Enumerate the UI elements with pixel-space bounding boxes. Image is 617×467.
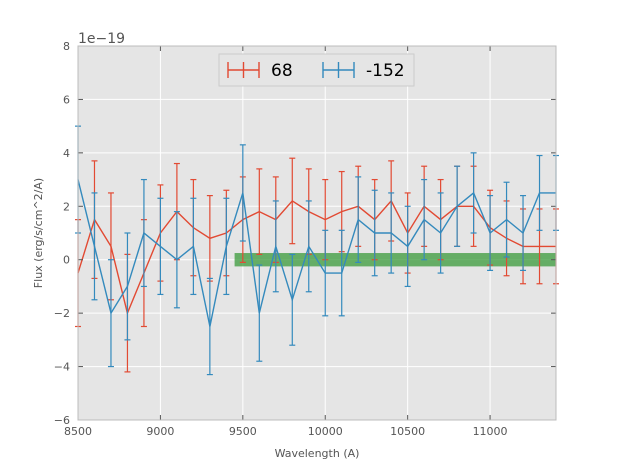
legend-label: 68	[271, 61, 293, 81]
y-tick-label: −2	[54, 307, 70, 320]
y-tick-label: −4	[54, 361, 70, 374]
legend: 68 -152	[218, 53, 415, 87]
legend-label: -152	[366, 61, 405, 81]
x-tick-label: 9000	[146, 425, 174, 438]
plot-frame	[77, 45, 557, 421]
x-tick-label: 10500	[390, 425, 425, 438]
series-line	[77, 179, 556, 327]
y-tick-label: 6	[63, 93, 70, 106]
y-tick-label: 2	[63, 200, 70, 213]
band-layer	[234, 253, 556, 267]
x-tick-label: 8500	[64, 425, 92, 438]
y-tick-label: 8	[63, 40, 70, 53]
y-multiplier: 1e−19	[78, 31, 125, 47]
y-tick-label: −6	[54, 414, 70, 427]
series-1	[75, 125, 559, 376]
plot-background	[78, 46, 556, 420]
y-tick-label: 4	[63, 147, 70, 160]
x-tick-label: 11000	[473, 425, 508, 438]
y-tick-label: 0	[63, 254, 70, 267]
legend-box	[218, 53, 415, 87]
series-layer	[75, 125, 559, 376]
series-line	[77, 199, 556, 316]
y-axis-label: Flux (erg/s/cm^2/A)	[32, 178, 45, 288]
x-tick-label: 10000	[308, 425, 343, 438]
x-axis-label: Wavelength (A)	[275, 447, 360, 460]
detection-band	[234, 253, 556, 267]
x-tick-label: 9500	[229, 425, 257, 438]
